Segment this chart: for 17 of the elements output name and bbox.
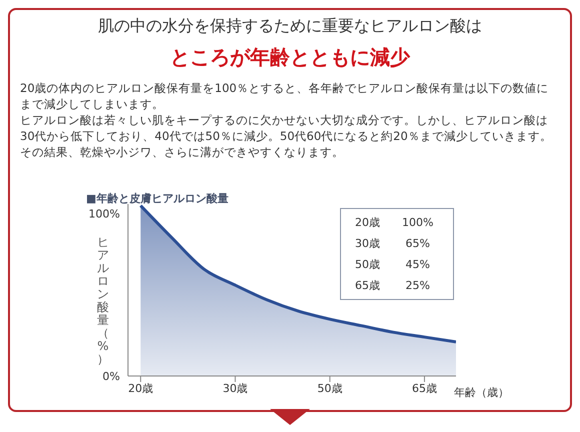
x-tick-label: 30歳	[222, 382, 248, 395]
text: 20歳の体内のヒアルロン酸保有量を100％とすると、各年齢でヒアルロン酸保有量は以下の数値にまで減少してしまいます。	[20, 80, 550, 112]
text: ヒアルロン酸は若々しい肌をキープするのに欠かせない大切な成分です。しかし、ヒアルロン酸は30代から低下しており、40代では50％に減少。50代60代になると約20％まで減少していきます。その結果、乾燥や小ジワ、さらに溝ができやすくなります。	[20, 112, 553, 160]
annotation: 20歳 100%	[354, 215, 434, 231]
y-tick-label: 0%	[102, 370, 120, 383]
y-tick-label: 100%	[88, 208, 120, 221]
x-tick-label: 20歳	[128, 382, 154, 395]
x-tick-label: 50歳	[317, 382, 342, 395]
annotation: ■年齢と皮膚ヒアルロン酸量	[86, 191, 228, 206]
annotation: 65歳 25%	[354, 278, 431, 294]
annotation: 30歳 65%	[354, 236, 431, 252]
x-tick-label: 65歳	[412, 382, 437, 395]
x-axis-title: 年齢（歳）	[454, 385, 509, 400]
annotation: 50歳 45%	[354, 257, 431, 273]
text: ヒアルロン酸量（%）	[97, 235, 109, 366]
chart-title: 肌の中の水分を保持するために重要なヒアルロン酸は	[97, 16, 483, 37]
chart-subtitle: ところが年齢とともに減少	[169, 44, 412, 71]
